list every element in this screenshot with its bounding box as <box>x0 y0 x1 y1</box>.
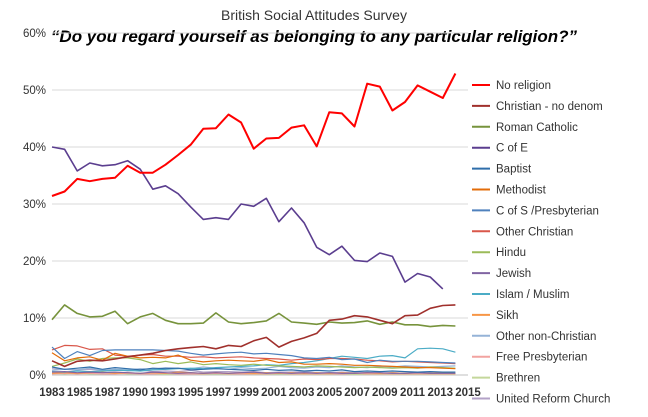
x-tick-label: 2003 <box>289 387 315 399</box>
x-tick-label: 1999 <box>233 387 259 399</box>
x-tick-label: 2011 <box>400 387 426 399</box>
legend-label: United Reform Church <box>496 394 610 406</box>
legend-label: Other Christian <box>496 226 573 238</box>
x-tick-label: 2001 <box>261 387 287 399</box>
legend-label: Christian - no denom <box>496 101 603 113</box>
y-tick-label: 60% <box>23 28 46 40</box>
chart-subtitle: “Do you regard yourself as belonging to … <box>51 27 578 46</box>
legend-label: Free Presbyterian <box>496 352 587 364</box>
legend-label: Islam / Muslim <box>496 289 569 301</box>
x-tick-label: 2009 <box>372 387 398 399</box>
y-tick-label: 30% <box>23 199 46 211</box>
x-tick-label: 2007 <box>344 387 370 399</box>
series-line-islam-muslim <box>51 347 456 373</box>
x-tick-label: 2005 <box>317 387 343 399</box>
x-tick-label: 1997 <box>206 387 232 399</box>
series-line-baptist <box>51 366 456 373</box>
x-axis-ticks: 1983 1985 1987 1990 1993 1995 1997 1999 2001 2003… <box>39 387 481 399</box>
y-tick-label: 10% <box>23 313 46 325</box>
x-tick-label: 1990 <box>122 387 148 399</box>
legend-label: Hindu <box>496 247 526 259</box>
legend-label: Sikh <box>496 310 518 322</box>
series-line-c-of-s-presbyterian <box>51 346 456 364</box>
legend-label: Brethren <box>496 373 540 385</box>
chart-title: British Social Attitudes Survey <box>221 7 407 23</box>
x-tick-label: 1995 <box>178 387 204 399</box>
legend-label: C of E <box>496 143 528 155</box>
legend-label: C of S /Presbyterian <box>496 205 599 217</box>
series-line-christian-no-denom <box>51 304 456 368</box>
y-axis-ticks: 0% 10% 20% 30% 40% 50% 60% <box>23 28 46 382</box>
y-tick-label: 40% <box>23 142 46 154</box>
x-tick-label: 1983 <box>39 387 65 399</box>
legend-label: Jewish <box>496 268 531 280</box>
legend-label: Methodist <box>496 185 547 197</box>
x-tick-label: 2015 <box>455 387 481 399</box>
legend-label: Other non-Christian <box>496 331 596 343</box>
legend-label: Roman Catholic <box>496 122 578 134</box>
series-line-no-religion <box>51 73 457 197</box>
x-tick-label: 1987 <box>95 387 121 399</box>
series-line-methodist <box>51 352 456 370</box>
series-lines <box>51 73 457 375</box>
legend-label: No religion <box>496 80 551 92</box>
legend: No religion Christian - no denom Roman Cat… <box>472 80 610 406</box>
y-tick-label: 50% <box>23 85 46 97</box>
series-line-c-of-e <box>51 146 444 290</box>
y-tick-label: 0% <box>29 370 46 382</box>
x-tick-label: 2013 <box>427 387 453 399</box>
legend-label: Baptist <box>496 164 532 176</box>
y-tick-label: 20% <box>23 256 46 268</box>
x-tick-label: 1985 <box>67 387 93 399</box>
series-line-jewish <box>51 371 456 374</box>
x-tick-label: 1993 <box>150 387 176 399</box>
